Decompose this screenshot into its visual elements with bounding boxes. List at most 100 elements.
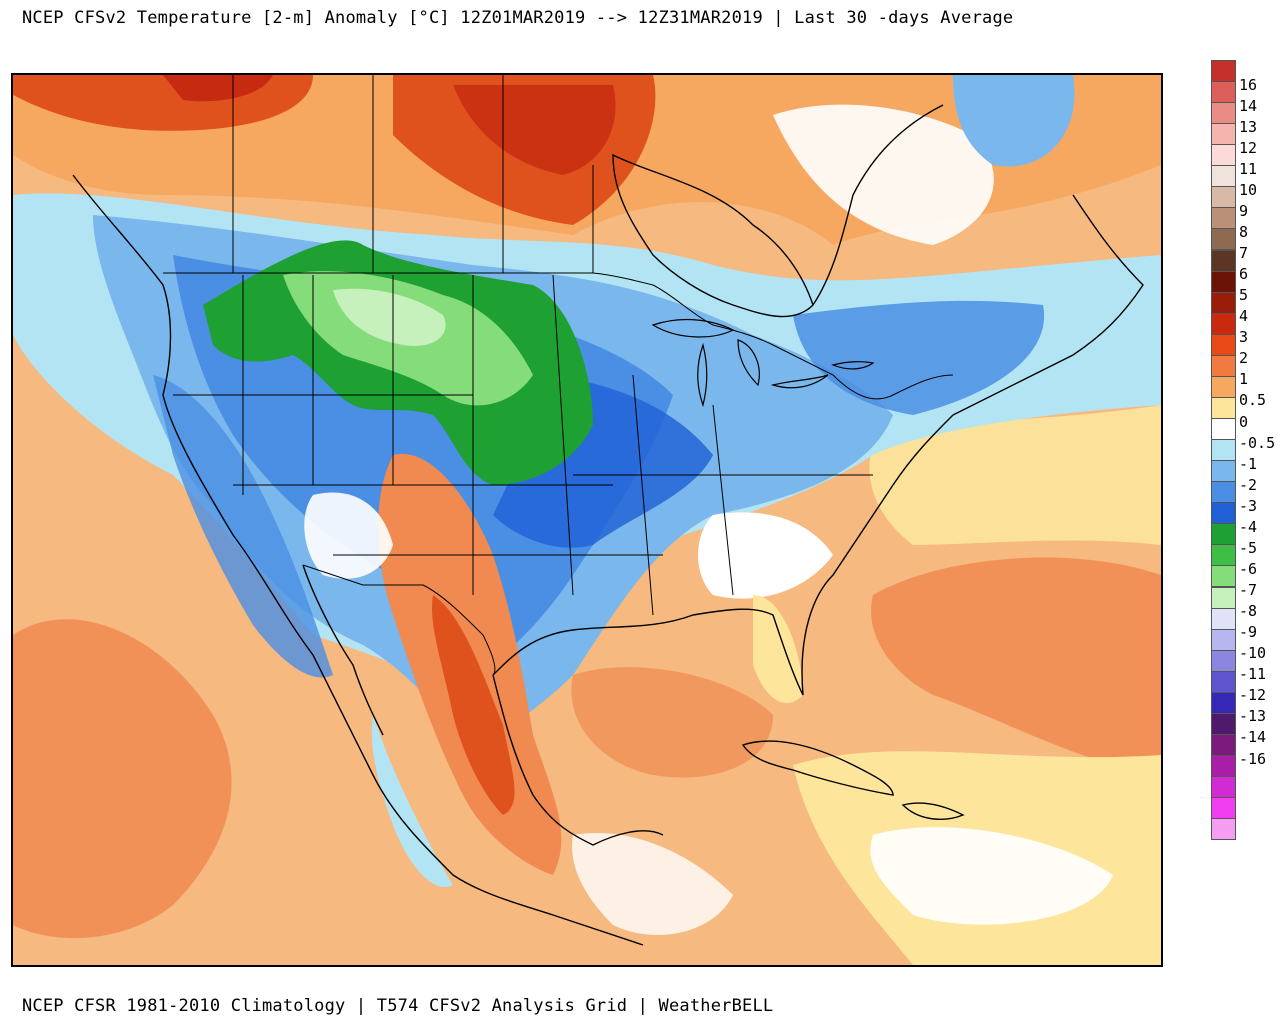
legend-label: -10 xyxy=(1239,644,1267,663)
florida-near-zero xyxy=(753,595,803,704)
legend-row xyxy=(1211,818,1280,845)
legend-label: -5 xyxy=(1239,538,1258,557)
state-line-6 xyxy=(632,374,654,616)
legend-swatch xyxy=(1211,333,1236,356)
legend-swatch xyxy=(1211,523,1236,546)
legend-label: -9 xyxy=(1239,623,1258,642)
legend-swatch xyxy=(1211,797,1236,820)
legend-label: -2 xyxy=(1239,475,1258,494)
labrador-white xyxy=(773,104,994,245)
legend-swatch xyxy=(1211,586,1236,609)
coldest-core xyxy=(203,240,593,485)
legend-label: 6 xyxy=(1239,265,1249,284)
legend-label: 0.5 xyxy=(1239,391,1267,410)
great-lakes xyxy=(651,318,875,408)
atlantic-warm-core xyxy=(871,557,1161,775)
pacific-warm-core xyxy=(13,619,232,939)
legend-swatch xyxy=(1211,60,1236,82)
legend-swatch xyxy=(1211,439,1236,462)
legend-label: 5 xyxy=(1239,286,1249,305)
legend-swatch xyxy=(1211,712,1236,735)
legend-label: 9 xyxy=(1239,201,1249,220)
legend-label: 14 xyxy=(1239,96,1258,115)
legend-label: 4 xyxy=(1239,307,1249,326)
state-line-7 xyxy=(712,404,734,596)
legend-swatch xyxy=(1211,776,1236,799)
legend-swatch xyxy=(1211,396,1236,419)
us-canada-border xyxy=(163,272,954,400)
caribbean-white xyxy=(870,827,1113,925)
legend-swatch xyxy=(1211,754,1236,777)
legend-label: 7 xyxy=(1239,244,1249,263)
legend-label: -7 xyxy=(1239,581,1258,600)
gulf-warm xyxy=(571,667,773,778)
legend-swatch xyxy=(1211,460,1236,483)
mexico-red xyxy=(432,595,515,815)
legend-swatch xyxy=(1211,144,1236,167)
legend-swatch xyxy=(1211,418,1236,441)
central-america-white xyxy=(572,833,733,935)
hudson-deep-red xyxy=(453,85,616,175)
lake-ontario xyxy=(831,361,875,370)
legend-label: -16 xyxy=(1239,749,1267,768)
northern-canada-warm xyxy=(13,75,1161,245)
legend-label: 0 xyxy=(1239,412,1249,431)
legend-swatch xyxy=(1211,670,1236,693)
legend-swatch xyxy=(1211,165,1236,188)
legend-swatch xyxy=(1211,502,1236,525)
legend-swatch xyxy=(1211,270,1236,293)
legend-swatch xyxy=(1211,249,1236,272)
legend-label: 8 xyxy=(1239,223,1249,241)
baja-line xyxy=(302,564,384,736)
us-mexico-border xyxy=(302,564,496,676)
legend-label: -6 xyxy=(1239,559,1258,578)
legend-label: -12 xyxy=(1239,686,1267,705)
chart-title: NCEP CFSv2 Temperature [2-m] Anomaly [°C… xyxy=(22,8,1014,28)
legend-label: 1 xyxy=(1239,370,1249,389)
legend-label: -11 xyxy=(1239,665,1267,684)
mexico-warm xyxy=(304,453,833,935)
legend-swatch xyxy=(1211,733,1236,756)
legend-swatch xyxy=(1211,186,1236,209)
legend-swatch xyxy=(1211,607,1236,630)
legend-label: 16 xyxy=(1239,75,1258,94)
lake-michigan xyxy=(697,342,708,408)
legend-label: 10 xyxy=(1239,180,1258,199)
cuba-line xyxy=(741,740,894,796)
legend-swatch xyxy=(1211,818,1236,841)
legend-label: -0.5 xyxy=(1239,433,1276,452)
legend-swatch xyxy=(1211,375,1236,398)
legend-swatch xyxy=(1211,565,1236,588)
coastlines xyxy=(72,104,1144,946)
state-line-5 xyxy=(552,274,574,596)
southwest-white xyxy=(304,492,393,579)
legend-swatch xyxy=(1211,102,1236,125)
legend-label: -14 xyxy=(1239,728,1267,747)
lake-erie xyxy=(770,374,829,389)
legend-swatch xyxy=(1211,291,1236,314)
legend-swatch xyxy=(1211,544,1236,567)
mexico-east-coast xyxy=(492,674,664,846)
legend-label: -4 xyxy=(1239,517,1258,536)
labrador-line xyxy=(812,104,944,306)
lake-huron xyxy=(737,339,760,387)
legend-swatch xyxy=(1211,312,1236,335)
west-coast-line xyxy=(72,174,644,946)
legend-label: 13 xyxy=(1239,117,1258,136)
political-borders xyxy=(163,75,954,676)
legend-label: 2 xyxy=(1239,349,1249,368)
legend-swatch xyxy=(1211,691,1236,714)
legend-swatch xyxy=(1211,354,1236,377)
legend-label: -8 xyxy=(1239,602,1258,621)
legend-swatch xyxy=(1211,207,1236,230)
legend-swatch xyxy=(1211,481,1236,504)
anomaly-map xyxy=(11,73,1163,967)
arctic-deep-red xyxy=(163,75,273,102)
west-coast-blue xyxy=(153,375,333,678)
canada-east-coast xyxy=(952,194,1144,416)
northeast-blue xyxy=(793,300,1045,415)
warm-regions xyxy=(13,405,1161,965)
chart-footer: NCEP CFSR 1981-2010 Climatology | T574 C… xyxy=(22,996,774,1016)
legend-swatch xyxy=(1211,228,1236,251)
legend-label: 12 xyxy=(1239,138,1258,157)
